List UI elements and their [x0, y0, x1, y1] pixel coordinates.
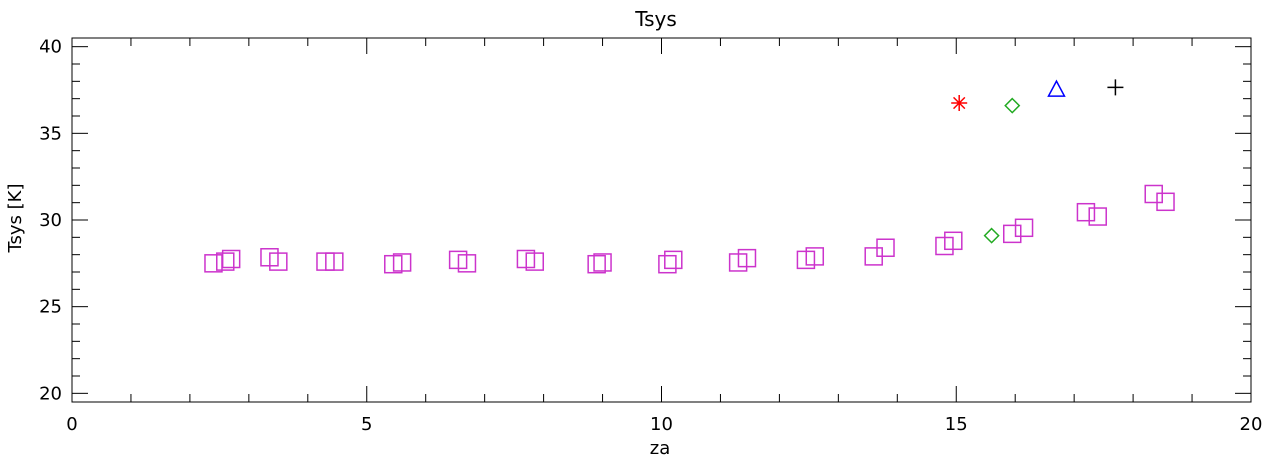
square-point	[658, 254, 677, 274]
square-point	[392, 253, 412, 272]
square-point	[325, 252, 344, 271]
square-point	[593, 253, 612, 272]
y-axis-label: Tsys [K]	[5, 184, 26, 254]
x-axis-label: za	[650, 438, 670, 459]
y-tick-label: 25	[39, 297, 62, 318]
square-point	[525, 252, 545, 271]
square-point	[216, 252, 235, 271]
square-point	[221, 249, 241, 269]
diamond-point	[1004, 97, 1021, 114]
x-tick-label: 0	[66, 414, 77, 435]
tick-labels: 0 5 10 15 20 20 25 30 35 40	[39, 37, 1262, 435]
square-point	[1003, 224, 1022, 244]
asterisk-point	[951, 95, 968, 111]
x-tick-label: 10	[650, 414, 673, 435]
x-tick-label: 5	[361, 414, 372, 435]
square-point	[1156, 192, 1175, 212]
triangle-point	[1047, 79, 1066, 97]
axis-ticks	[71, 38, 1252, 402]
square-point	[457, 254, 477, 273]
square-point	[944, 231, 963, 251]
square-point	[876, 238, 895, 257]
y-tick-label: 20	[39, 383, 62, 404]
square-point	[1014, 218, 1034, 238]
plus-point	[1107, 79, 1124, 96]
chart-title: Tsys	[634, 7, 677, 31]
square-point	[737, 248, 757, 268]
data-points	[204, 79, 1175, 274]
diamond-point	[983, 227, 1000, 244]
square-point	[805, 247, 825, 266]
square-point	[204, 254, 223, 273]
plot-frame	[71, 37, 1252, 403]
x-tick-label: 15	[945, 414, 968, 435]
x-tick-label: 20	[1240, 414, 1263, 435]
y-tick-label: 35	[39, 123, 62, 144]
square-point	[1088, 207, 1107, 226]
square-point	[269, 252, 288, 271]
y-tick-label: 40	[39, 37, 62, 58]
y-tick-label: 30	[39, 210, 62, 231]
square-point	[1076, 202, 1096, 222]
square-point	[664, 250, 683, 270]
square-point	[587, 254, 606, 274]
